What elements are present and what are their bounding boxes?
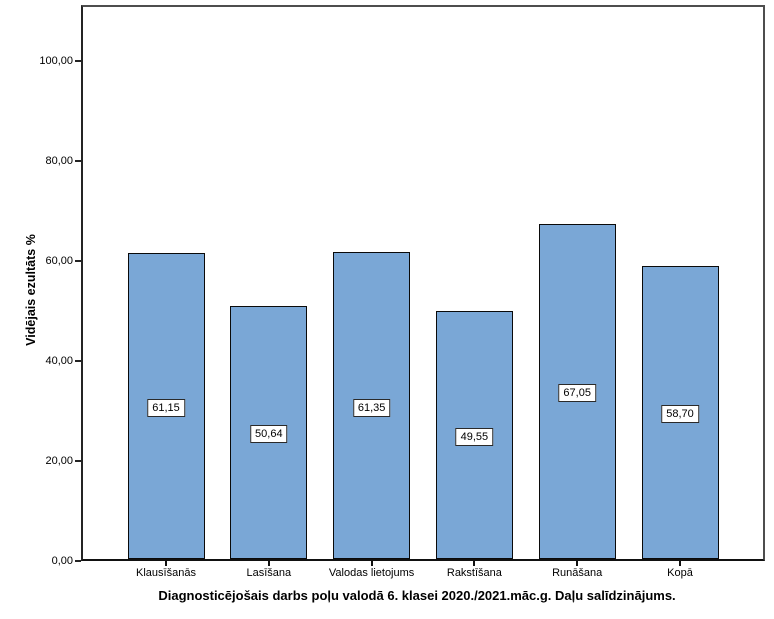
x-tick-mark <box>267 561 270 566</box>
plot-area: 61,15 50,64 61,35 49,55 67,05 58,70 <box>81 5 765 561</box>
x-category-label: Rakstīšana <box>446 567 502 579</box>
bar-value-label: 58,70 <box>661 405 699 424</box>
y-tick-mark <box>75 460 81 462</box>
x-tick-mark <box>473 561 476 566</box>
y-tick-mark <box>75 560 81 562</box>
x-category-label: Valodas lietojums <box>328 567 415 579</box>
x-category-label: Runāšana <box>552 567 603 579</box>
bar-value-label: 49,55 <box>455 428 494 447</box>
y-tick-label: 80,00 <box>45 155 73 167</box>
x-tick-mark <box>576 561 579 566</box>
y-tick-mark <box>75 160 81 162</box>
x-category-label: Klausīšanās <box>136 567 196 579</box>
x-tick-mark <box>370 561 373 566</box>
y-tick-label: 100,00 <box>39 55 73 67</box>
y-axis-title: Vidējais ezultāts % <box>24 234 38 346</box>
chart-title: Diagnosticējošais darbs poļu valodā 6. k… <box>158 588 676 603</box>
x-category-label: Kopā <box>667 567 693 579</box>
bar-value-label: 61,35 <box>352 398 391 417</box>
bar-value-label: 50,64 <box>250 425 288 444</box>
y-tick-mark <box>75 260 81 262</box>
y-tick-label: 60,00 <box>45 255 73 267</box>
bar-value-label: 67,05 <box>558 384 596 403</box>
x-category-label: Lasīšana <box>246 567 292 579</box>
y-tick-label: 40,00 <box>45 355 73 367</box>
y-tick-label: 0,00 <box>51 555 73 567</box>
x-tick-mark <box>679 561 681 566</box>
x-tick-mark <box>165 561 167 566</box>
y-tick-label: 20,00 <box>45 455 73 467</box>
y-tick-mark <box>75 360 81 362</box>
bar-value-label: 61,15 <box>147 399 185 418</box>
y-tick-mark <box>75 60 81 62</box>
